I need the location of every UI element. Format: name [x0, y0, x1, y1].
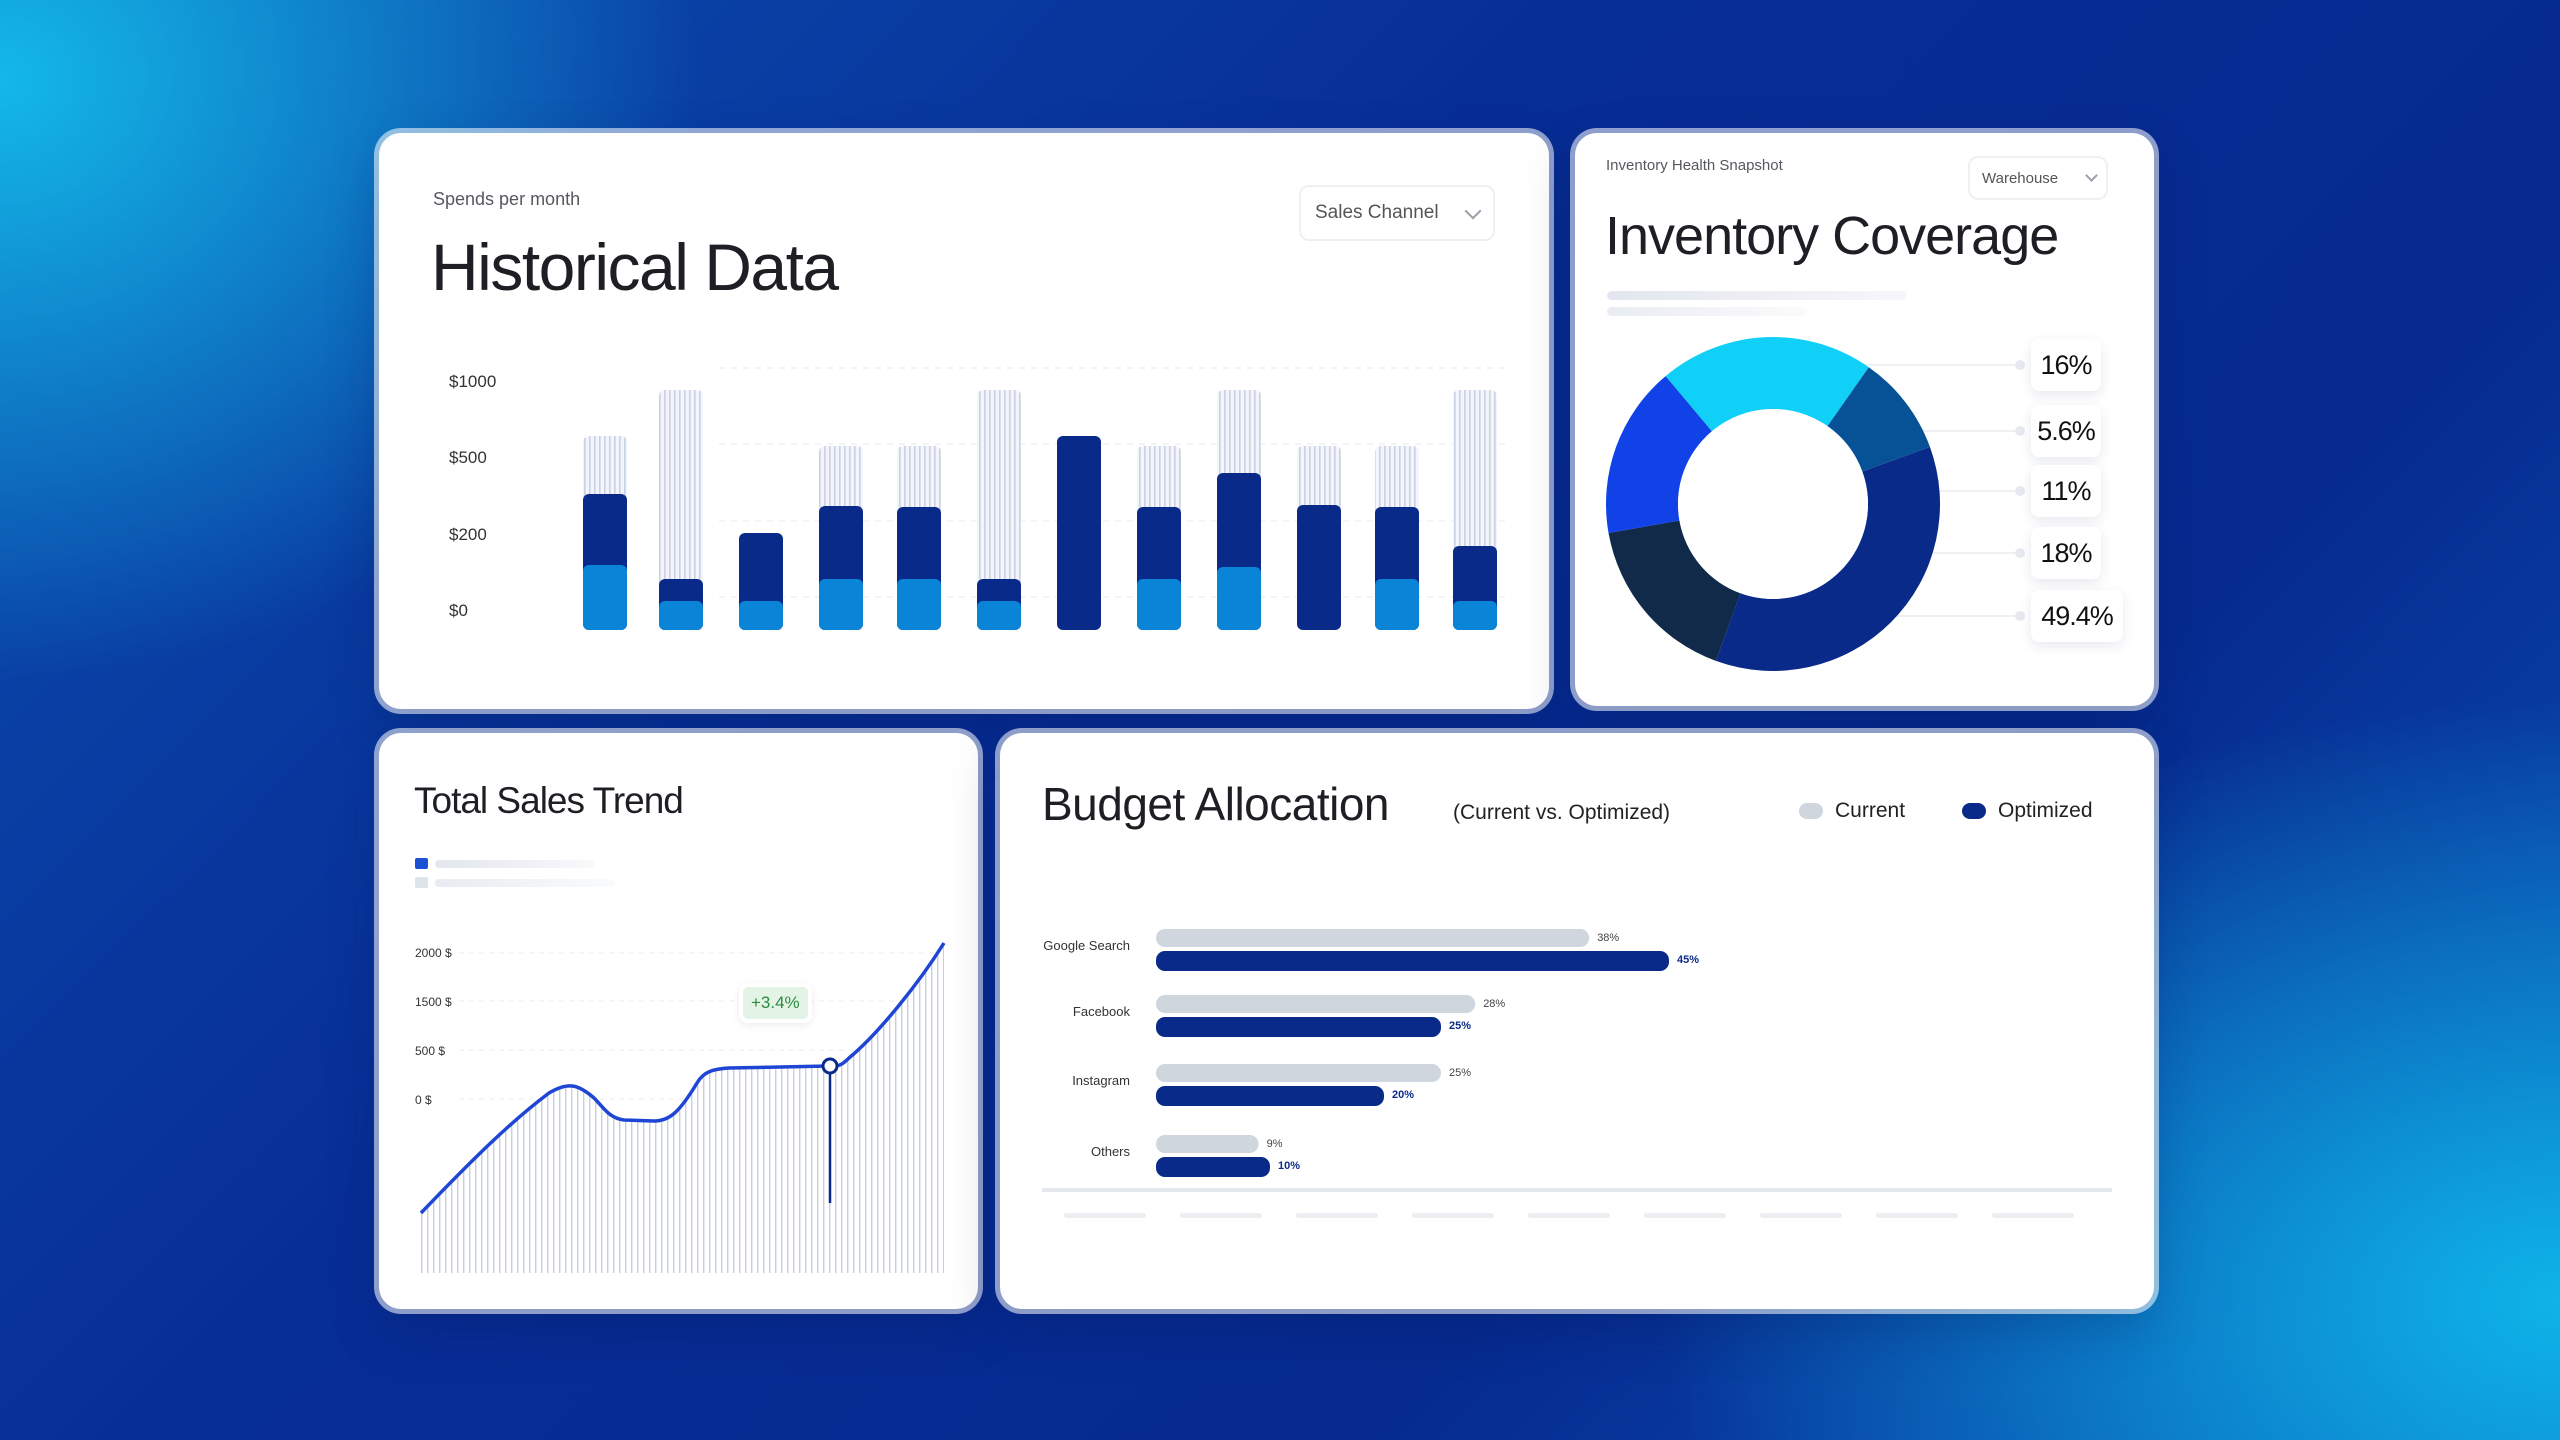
historical-title: Historical Data	[431, 230, 839, 304]
trend-y-tick: 1500 $	[415, 995, 452, 1009]
y-tick: $200	[449, 525, 487, 544]
legend-current-label: Current	[1835, 799, 1906, 822]
current-bar[interactable]	[1156, 1064, 1441, 1082]
trend-line	[419, 942, 946, 1215]
axis-placeholder	[1992, 1213, 2074, 1218]
historical-bar-chart: $1000 $500 $200 $0	[449, 367, 1509, 630]
inventory-coverage-card: Inventory Health Snapshot Warehouse Inve…	[1575, 133, 2154, 706]
historical-data-card: Spends per month Historical Data Sales C…	[379, 133, 1549, 709]
budget-title: Budget Allocation	[1042, 778, 1390, 830]
bar-background	[977, 390, 1021, 630]
legend-placeholder-bar	[435, 879, 615, 887]
budget-category-label: Instagram	[1072, 1073, 1130, 1088]
axis-placeholder	[1876, 1213, 1958, 1218]
axis-placeholder	[1644, 1213, 1726, 1218]
budget-allocation-card: Budget Allocation (Current vs. Optimized…	[1000, 733, 2154, 1309]
bar-light-segment[interactable]	[977, 601, 1021, 630]
optimized-bar[interactable]	[1156, 1086, 1384, 1106]
bar-light-segment[interactable]	[1137, 579, 1181, 630]
budget-value-label: 25%	[1449, 1067, 1471, 1079]
sales-channel-dropdown-value: Sales Channel	[1315, 202, 1439, 223]
donut-slice[interactable]	[1608, 520, 1741, 661]
optimized-bar[interactable]	[1156, 1017, 1441, 1037]
donut-value-label: 18%	[2031, 527, 2101, 579]
budget-category-label: Others	[1091, 1144, 1131, 1159]
budget-subtitle: (Current vs. Optimized)	[1453, 801, 1671, 824]
bar-light-segment[interactable]	[897, 579, 941, 630]
current-bar[interactable]	[1156, 1135, 1259, 1153]
warehouse-dropdown-value: Warehouse	[1982, 169, 2059, 187]
legend-placeholder-bar	[435, 860, 595, 868]
legend-current: Current	[1799, 799, 1905, 823]
axis-placeholder	[1296, 1213, 1378, 1218]
axis-placeholder	[1760, 1213, 1842, 1218]
bar-light-segment[interactable]	[739, 601, 783, 630]
budget-value-label: 28%	[1483, 998, 1505, 1010]
trend-y-tick: 500 $	[415, 1044, 445, 1058]
current-bar[interactable]	[1156, 995, 1476, 1013]
trend-y-tick: 0 $	[415, 1093, 432, 1107]
budget-value-label: 20%	[1392, 1089, 1414, 1101]
axis-placeholder	[1412, 1213, 1494, 1218]
legend-current-dot	[1799, 803, 1823, 819]
budget-value-label: 45%	[1677, 954, 1699, 966]
budget-category-label: Google Search	[1043, 938, 1130, 953]
legend-optimized-dot	[1962, 803, 1986, 819]
inventory-donut-chart	[1606, 337, 2025, 671]
donut-value-label: 5.6%	[2031, 405, 2101, 457]
trend-y-tick: 2000 $	[415, 946, 452, 960]
y-tick: $1000	[449, 372, 496, 391]
total-sales-trend-card: Total Sales Trend 2000 $ 1500 $ 500 $ 0 …	[379, 733, 978, 1309]
axis-placeholder	[1064, 1213, 1146, 1218]
optimized-bar[interactable]	[1156, 951, 1669, 971]
donut-value-label: 11%	[2031, 465, 2101, 517]
budget-value-label: 38%	[1597, 932, 1619, 944]
legend-optimized: Optimized	[1962, 799, 2093, 823]
axis-placeholder	[1528, 1213, 1610, 1218]
bar-background	[659, 390, 703, 630]
donut-slice[interactable]	[1715, 446, 1940, 671]
current-bar[interactable]	[1156, 929, 1590, 947]
inventory-title: Inventory Coverage	[1605, 206, 2059, 266]
sales-trend-area-chart: 2000 $ 1500 $ 500 $ 0 $	[415, 942, 946, 1273]
inventory-eyebrow: Inventory Health Snapshot	[1606, 157, 1783, 174]
y-tick: $500	[449, 448, 487, 467]
budget-value-label: 10%	[1278, 1160, 1300, 1172]
trend-title: Total Sales Trend	[414, 780, 684, 821]
historical-eyebrow: Spends per month	[433, 189, 581, 209]
bar-light-segment[interactable]	[819, 579, 863, 630]
bar-light-segment[interactable]	[583, 565, 627, 630]
y-tick: $0	[449, 601, 468, 620]
growth-badge: +3.4%	[739, 983, 812, 1023]
budget-category-label: Facebook	[1073, 1004, 1131, 1019]
legend-swatch-secondary	[415, 877, 428, 888]
warehouse-dropdown[interactable]: Warehouse	[1968, 156, 2108, 200]
title-underline-placeholder	[1607, 291, 1907, 300]
growth-badge-value: +3.4%	[743, 987, 808, 1019]
budget-value-label: 9%	[1267, 1138, 1283, 1150]
donut-slice[interactable]	[1665, 337, 1869, 432]
legend-swatch-primary	[415, 858, 428, 869]
legend-optimized-label: Optimized	[1998, 799, 2093, 822]
bar-light-segment[interactable]	[659, 601, 703, 630]
highlight-point[interactable]	[821, 1057, 839, 1075]
axis-placeholder	[1180, 1213, 1262, 1218]
bar-light-segment[interactable]	[1217, 567, 1261, 630]
sales-channel-dropdown[interactable]: Sales Channel	[1299, 185, 1495, 241]
title-underline-placeholder	[1607, 307, 1807, 316]
bar-dark-segment[interactable]	[1297, 505, 1341, 630]
donut-hole	[1678, 409, 1868, 599]
budget-value-label: 25%	[1449, 1020, 1471, 1032]
donut-value-label: 16%	[2031, 339, 2101, 391]
budget-bar-chart: Google Search 38% 45% Facebook 28% 25% Instagr…	[1042, 929, 2112, 1218]
bar-light-segment[interactable]	[1375, 579, 1419, 630]
bar-light-segment[interactable]	[1453, 601, 1497, 630]
optimized-bar[interactable]	[1156, 1157, 1270, 1177]
donut-value-label: 49.4%	[2031, 590, 2123, 642]
donut-slice[interactable]	[1606, 376, 1712, 533]
bar-dark-segment[interactable]	[1057, 436, 1101, 630]
donut-slice[interactable]	[1827, 367, 1930, 472]
